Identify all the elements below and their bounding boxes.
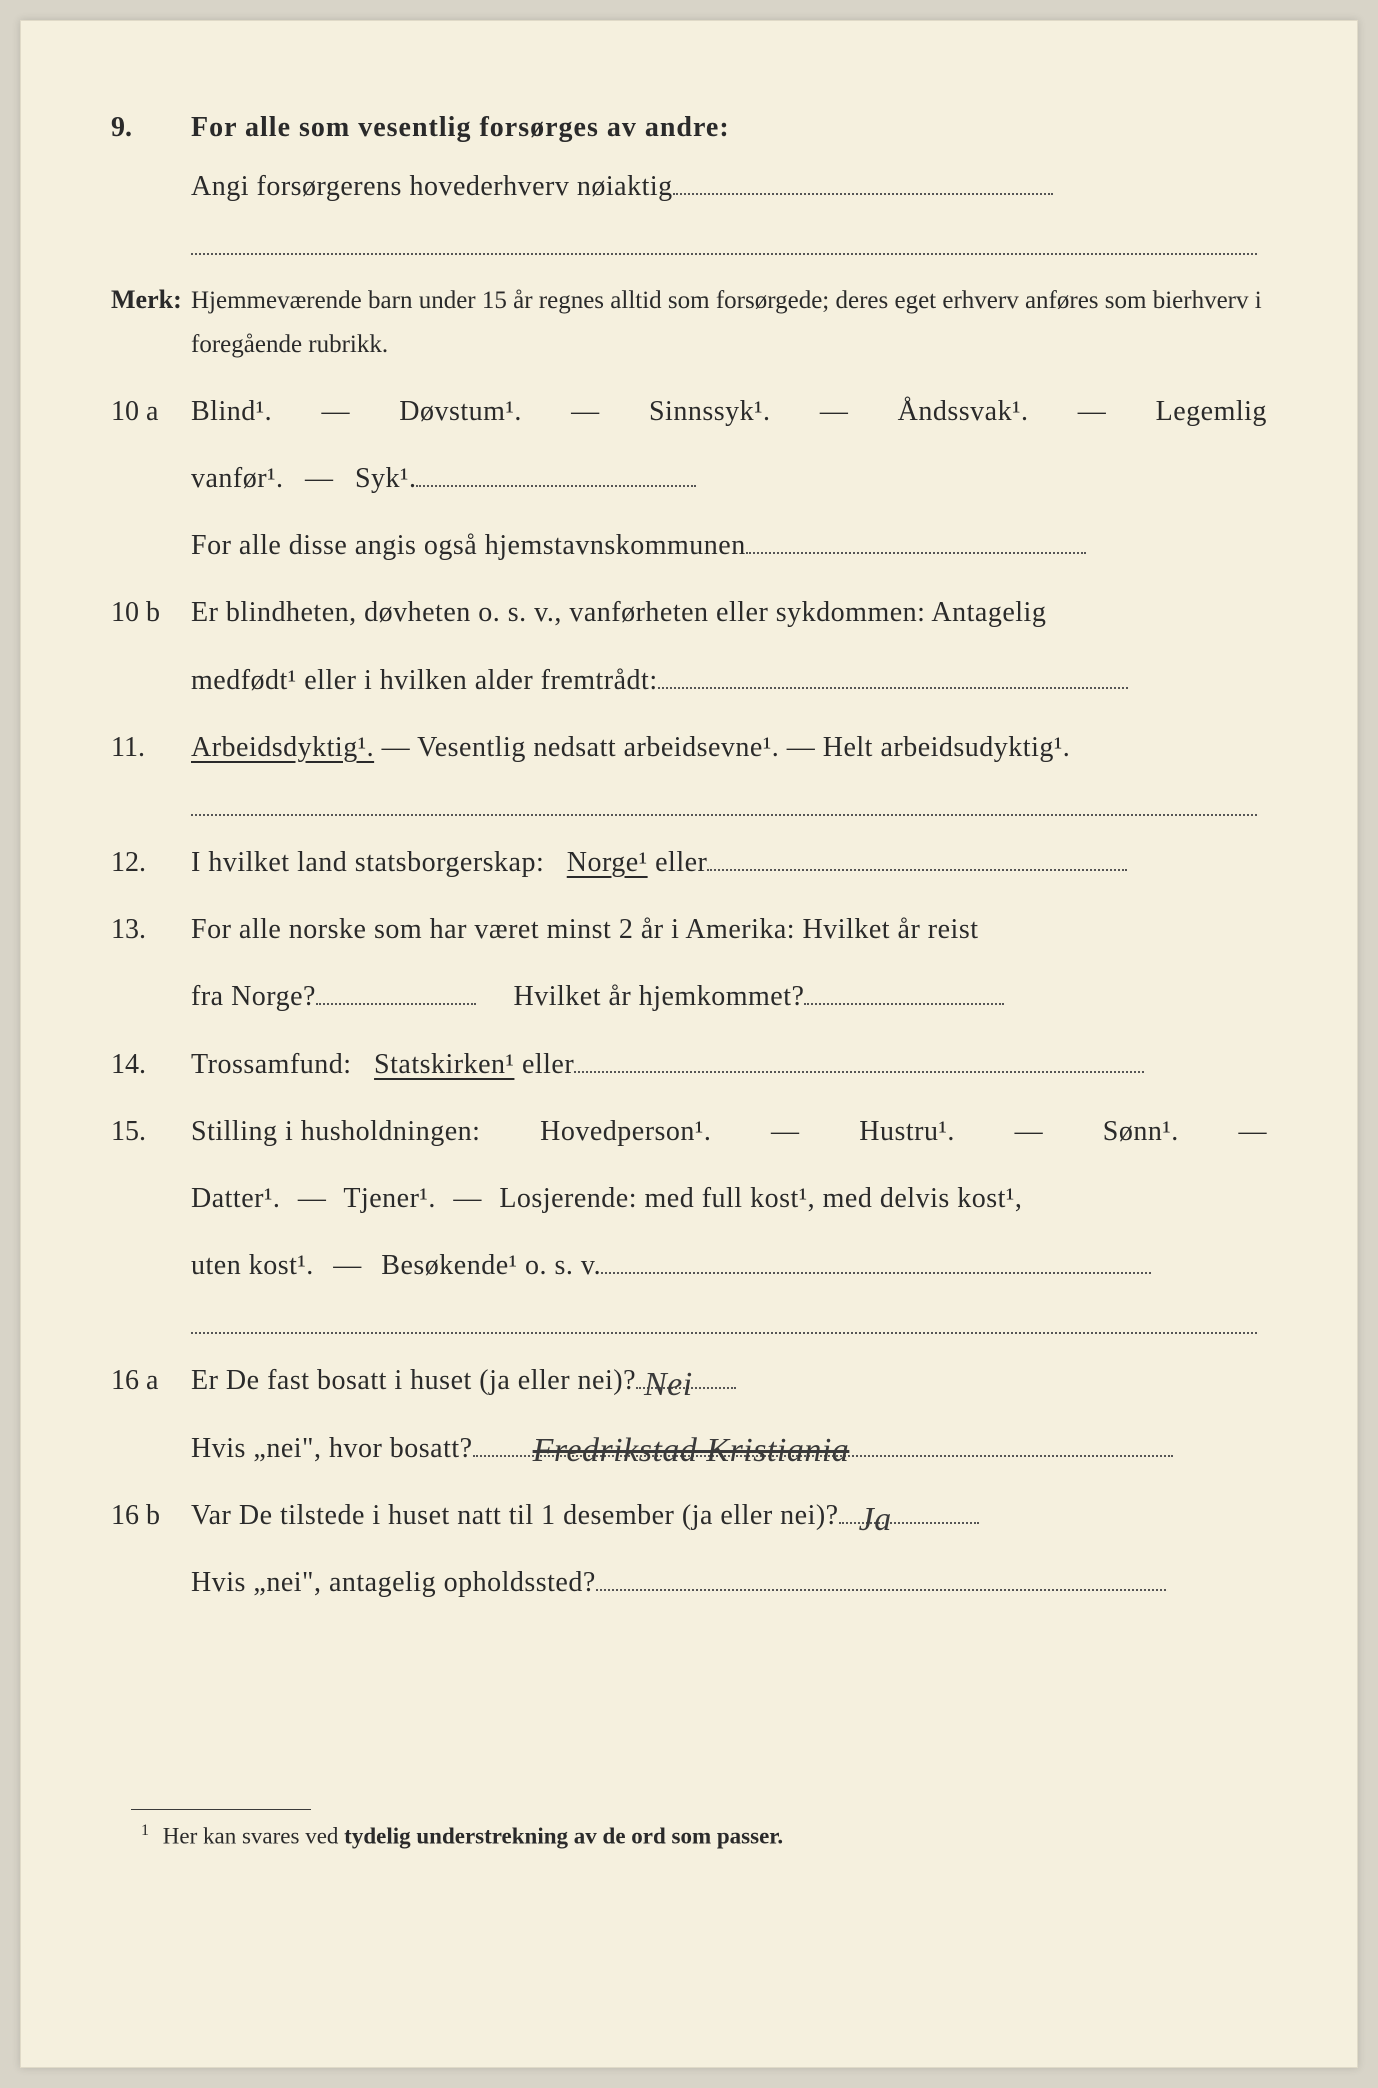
blank-line	[596, 1563, 1166, 1591]
q11-opt1: Arbeidsdyktig¹.	[191, 732, 374, 763]
q10b-row2: medfødt¹ eller i hvilken alder fremtrådt…	[111, 654, 1267, 707]
q12-text1: I hvilket land statsborgerskap:	[191, 847, 544, 878]
q13-text2: fra Norge?	[191, 981, 316, 1012]
q12-row: 12. I hvilket land statsborgerskap: Norg…	[111, 836, 1267, 889]
q10a-opt4: Åndssvak¹.	[898, 385, 1029, 438]
q13-row1: 13. For alle norske som har været minst …	[111, 903, 1267, 956]
q11-row: 11. Arbeidsdyktig¹. — Vesentlig nedsatt …	[111, 721, 1267, 774]
q10a-line3: For alle disse angis også hjemstavnskomm…	[191, 530, 746, 561]
q16b-answer1: Ja	[859, 1488, 892, 1553]
merk-row: Merk: Hjemmeværende barn under 15 år reg…	[111, 275, 1267, 367]
q10a-row3: For alle disse angis også hjemstavnskomm…	[111, 519, 1267, 572]
q10b-text2: medfødt¹ eller i hvilken alder fremtrådt…	[191, 665, 658, 696]
q15-blank	[191, 1306, 1257, 1334]
q13-num: 13.	[111, 903, 191, 956]
blank-line	[804, 977, 1004, 1005]
q11-blank	[191, 788, 1257, 816]
q10a-row2: vanfør¹. — Syk¹.	[111, 452, 1267, 505]
q10b-row1: 10 b Er blindheten, døvheten o. s. v., v…	[111, 586, 1267, 639]
q9-line1: Angi forsørgerens hovederhverv nøiaktig	[111, 160, 1267, 213]
q15-opt3: Sønn¹.	[1103, 1105, 1179, 1158]
blank-line	[673, 167, 1053, 195]
blank-line	[416, 459, 696, 487]
q15-line2b: Tjener¹.	[343, 1183, 435, 1214]
merk-label: Merk:	[111, 275, 191, 324]
q10a-opt5: Legemlig	[1156, 385, 1267, 438]
q10a-opt2: Døvstum¹.	[399, 385, 522, 438]
q9-blank	[191, 227, 1257, 255]
q15-text1: Stilling i husholdningen:	[191, 1105, 480, 1158]
q10a-line2a: vanfør¹.	[191, 463, 283, 494]
blank-line	[316, 977, 476, 1005]
q9-row: 9. For alle som vesentlig forsørges av a…	[111, 101, 1267, 154]
q10b-text1: Er blindheten, døvheten o. s. v., vanfør…	[191, 586, 1267, 639]
blank-line	[707, 843, 1127, 871]
q14-opt1: Statskirken¹	[374, 1049, 514, 1080]
q9-title: For alle som vesentlig forsørges av andr…	[191, 101, 1267, 154]
q16b-text2: Hvis „nei", antagelig opholdssted?	[191, 1567, 596, 1598]
q13-text1: For alle norske som har været minst 2 år…	[191, 903, 1267, 956]
q14-text2: eller	[522, 1049, 574, 1080]
merk-text: Hjemmeværende barn under 15 år regnes al…	[191, 279, 1267, 367]
q16b-row1: 16 b Var De tilstede i huset natt til 1 …	[111, 1489, 1267, 1542]
q14-num: 14.	[111, 1038, 191, 1091]
blank-line: Ja	[839, 1496, 979, 1524]
blank-line	[658, 661, 1128, 689]
blank-line	[574, 1045, 1144, 1073]
q10a-opt3: Sinnssyk¹.	[649, 385, 771, 438]
q9-line1-text: Angi forsørgerens hovederhverv nøiaktig	[191, 171, 673, 202]
footnote-bold: tydelig understrekning av de ord som pas…	[344, 1824, 783, 1849]
q16b-num: 16 b	[111, 1489, 191, 1542]
q15-row3: uten kost¹. — Besøkende¹ o. s. v.	[111, 1239, 1267, 1292]
q13-row2: fra Norge? Hvilket år hjemkommet?	[111, 970, 1267, 1023]
q15-line3a: uten kost¹.	[191, 1250, 314, 1281]
q15-row2: Datter¹. — Tjener¹. — Losjerende: med fu…	[111, 1172, 1267, 1225]
q16a-num: 16 a	[111, 1354, 191, 1407]
q15-opt1: Hovedperson¹.	[540, 1105, 711, 1158]
footnote-marker: 1	[141, 1822, 149, 1839]
q16a-text1: Er De fast bosatt i huset (ja eller nei)…	[191, 1365, 636, 1396]
q16b-row2: Hvis „nei", antagelig opholdssted?	[111, 1556, 1267, 1609]
q15-opt2: Hustru¹.	[859, 1105, 955, 1158]
q10a-line2b: Syk¹.	[355, 463, 416, 494]
blank-line: Fredrikstad Kristiania	[473, 1429, 1173, 1457]
q11-opt3: Helt arbeidsudyktig¹.	[823, 732, 1071, 763]
q15-row1: 15. Stilling i husholdningen: Hovedperso…	[111, 1105, 1267, 1158]
q16a-answer1: Nei	[644, 1353, 693, 1418]
q10a-opt1: Blind¹.	[191, 385, 272, 438]
q16b-text1: Var De tilstede i huset natt til 1 desem…	[191, 1500, 839, 1531]
q14-row: 14. Trossamfund: Statskirken¹ eller	[111, 1038, 1267, 1091]
q15-line2a: Datter¹.	[191, 1183, 280, 1214]
q12-text2: eller	[655, 847, 707, 878]
q9-num: 9.	[111, 101, 191, 154]
q11-num: 11.	[111, 721, 191, 774]
blank-line: Nei	[636, 1361, 736, 1389]
q10b-num: 10 b	[111, 586, 191, 639]
footnote-rule	[131, 1809, 311, 1810]
q16a-row2: Hvis „nei", hvor bosatt?Fredrikstad Kris…	[111, 1422, 1267, 1475]
q14-text1: Trossamfund:	[191, 1049, 352, 1080]
blank-line	[746, 526, 1086, 554]
q11-opt2: Vesentlig nedsatt arbeidsevne¹.	[417, 732, 779, 763]
q10a-num: 10 a	[111, 385, 191, 438]
footnote: 1 Her kan svares ved tydelig understrekn…	[141, 1822, 1267, 1850]
q10a-row1: 10 a Blind¹. — Døvstum¹. — Sinnssyk¹. — …	[111, 385, 1267, 438]
q15-line3b: Besøkende¹ o. s. v.	[381, 1250, 601, 1281]
q15-num: 15.	[111, 1105, 191, 1158]
q16a-row1: 16 a Er De fast bosatt i huset (ja eller…	[111, 1354, 1267, 1407]
document-page: 9. For alle som vesentlig forsørges av a…	[20, 20, 1358, 2068]
q13-text3: Hvilket år hjemkommet?	[513, 981, 804, 1012]
q15-line2c: Losjerende: med full kost¹, med delvis k…	[499, 1183, 1022, 1214]
q12-opt1: Norge¹	[567, 847, 648, 878]
q16a-text2: Hvis „nei", hvor bosatt?	[191, 1433, 473, 1464]
q16a-answer2: Fredrikstad Kristiania	[533, 1419, 850, 1484]
footnote-pre: Her kan svares ved	[163, 1824, 344, 1849]
blank-line	[601, 1246, 1151, 1274]
q12-num: 12.	[111, 836, 191, 889]
